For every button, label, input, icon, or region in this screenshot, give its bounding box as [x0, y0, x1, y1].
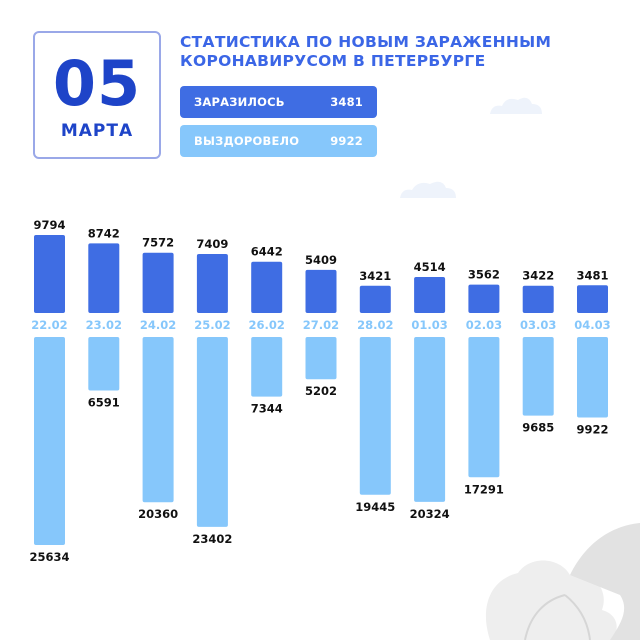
value-label-infected: 6442	[251, 245, 283, 259]
cloud-decoration	[490, 97, 542, 114]
value-label-recovered: 19445	[355, 500, 395, 514]
bar-infected	[251, 261, 283, 313]
x-tick-label: 26.02	[249, 318, 285, 332]
value-label-recovered: 17291	[464, 482, 504, 496]
value-label-recovered: 25634	[29, 550, 69, 564]
date-card: 05 МАРТА	[33, 31, 161, 159]
x-tick-label: 27.02	[303, 318, 339, 332]
legend-recovered-label: ВЫЗДОРОВЕЛО	[194, 134, 300, 148]
title-line-1: СТАТИСТИКА ПО НОВЫМ ЗАРАЖЕННЫМ	[180, 33, 552, 51]
value-label-infected: 3421	[359, 269, 391, 283]
bar-recovered	[34, 337, 65, 545]
bar-infected	[522, 285, 554, 313]
value-label-infected: 4514	[414, 260, 446, 274]
value-label-recovered: 6591	[88, 395, 120, 409]
bar-recovered	[359, 337, 391, 495]
bar-infected	[468, 284, 500, 313]
value-label-infected: 3562	[468, 268, 500, 282]
value-label-infected: 7572	[142, 236, 174, 250]
bar-recovered	[414, 337, 446, 502]
value-label-infected: 8742	[88, 226, 120, 240]
cloud-decoration	[400, 181, 456, 198]
bar-recovered	[142, 337, 174, 503]
bar-infected	[34, 235, 65, 313]
value-label-infected: 3422	[522, 269, 554, 283]
date-day: 05	[52, 47, 142, 120]
bar-infected	[305, 269, 337, 313]
bar-recovered	[577, 337, 608, 418]
value-label-infected: 3481	[576, 268, 608, 282]
legend-infected: ЗАРАЗИЛОСЬ 3481	[180, 86, 377, 118]
bar-infected	[577, 285, 608, 313]
x-tick-label: 01.03	[411, 318, 447, 332]
legend-infected-value: 3481	[330, 95, 363, 109]
x-tick-label: 28.02	[357, 318, 393, 332]
bar-recovered	[522, 337, 554, 416]
value-label-recovered: 9922	[576, 423, 608, 437]
value-label-infected: 5409	[305, 253, 337, 267]
x-tick-label: 02.03	[466, 318, 502, 332]
bar-infected	[359, 285, 391, 313]
x-tick-label: 24.02	[140, 318, 176, 332]
legend-recovered: ВЫЗДОРОВЕЛО 9922	[180, 125, 377, 157]
value-label-recovered: 20360	[138, 507, 178, 521]
value-label-recovered: 5202	[305, 384, 337, 398]
value-label-recovered: 9685	[522, 421, 554, 435]
bar-recovered	[251, 337, 283, 397]
bar-recovered	[305, 337, 337, 380]
x-tick-label: 25.02	[194, 318, 230, 332]
title-line-2: КОРОНАВИРУСОМ В ПЕТЕРБУРГЕ	[180, 52, 486, 70]
leaves-decoration	[485, 523, 640, 640]
bar-infected	[88, 243, 120, 313]
value-label-recovered: 20324	[410, 507, 450, 521]
bar-recovered	[468, 337, 500, 478]
bar-infected	[142, 252, 174, 313]
value-label-recovered: 7344	[251, 402, 283, 416]
x-tick-label: 04.03	[574, 318, 610, 332]
bar-infected	[414, 277, 446, 313]
legend-recovered-value: 9922	[330, 134, 363, 148]
value-label-recovered: 23402	[192, 532, 232, 546]
x-tick-label: 22.02	[31, 318, 67, 332]
x-tick-label: 03.03	[520, 318, 556, 332]
bar-infected	[196, 253, 228, 313]
legend-infected-label: ЗАРАЗИЛОСЬ	[194, 95, 285, 109]
bar-recovered	[88, 337, 120, 391]
date-month: МАРТА	[60, 121, 134, 141]
bar-recovered	[196, 337, 228, 527]
value-label-infected: 7409	[196, 237, 228, 251]
x-tick-label: 23.02	[86, 318, 122, 332]
page-title: СТАТИСТИКА ПО НОВЫМ ЗАРАЖЕННЫМ КОРОНАВИР…	[180, 33, 600, 71]
value-label-infected: 9794	[33, 218, 65, 232]
